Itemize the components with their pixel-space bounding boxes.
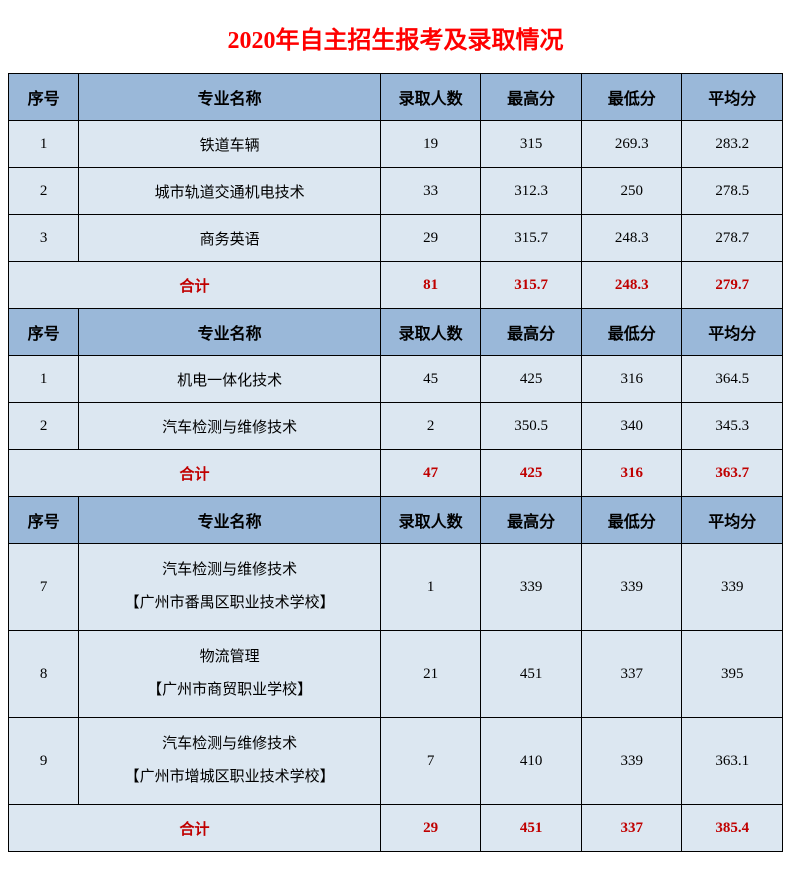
total-max: 425	[481, 450, 582, 497]
header-row: 序号专业名称录取人数最高分最低分平均分	[9, 309, 783, 356]
table-row: 7汽车检测与维修技术【广州市番禺区职业技术学校】1339339339	[9, 544, 783, 631]
total-max: 451	[481, 805, 582, 852]
cell-name: 汽车检测与维修技术【广州市番禺区职业技术学校】	[79, 544, 381, 631]
cell-no: 1	[9, 356, 79, 403]
total-min: 316	[581, 450, 682, 497]
cell-max: 350.5	[481, 403, 582, 450]
cell-count: 2	[380, 403, 481, 450]
col-header: 最高分	[481, 497, 582, 544]
cell-min: 250	[581, 168, 682, 215]
col-header: 序号	[9, 74, 79, 121]
col-header: 最低分	[581, 309, 682, 356]
cell-count: 7	[380, 718, 481, 805]
total-label: 合计	[9, 805, 381, 852]
cell-no: 8	[9, 631, 79, 718]
total-count: 29	[380, 805, 481, 852]
cell-avg: 283.2	[682, 121, 783, 168]
col-header: 平均分	[682, 309, 783, 356]
col-header: 最高分	[481, 309, 582, 356]
total-row: 合计47425316363.7	[9, 450, 783, 497]
col-header: 序号	[9, 309, 79, 356]
cell-min: 269.3	[581, 121, 682, 168]
table-row: 8物流管理【广州市商贸职业学校】21451337395	[9, 631, 783, 718]
total-avg: 363.7	[682, 450, 783, 497]
col-header: 录取人数	[380, 309, 481, 356]
page-title: 2020年自主招生报考及录取情况	[8, 8, 783, 73]
cell-min: 248.3	[581, 215, 682, 262]
total-label: 合计	[9, 450, 381, 497]
col-header: 平均分	[682, 497, 783, 544]
cell-name: 物流管理【广州市商贸职业学校】	[79, 631, 381, 718]
total-row: 合计81315.7248.3279.7	[9, 262, 783, 309]
table-row: 2城市轨道交通机电技术33312.3250278.5	[9, 168, 783, 215]
total-avg: 279.7	[682, 262, 783, 309]
cell-count: 21	[380, 631, 481, 718]
col-header: 最低分	[581, 74, 682, 121]
table-row: 1机电一体化技术45425316364.5	[9, 356, 783, 403]
cell-name: 城市轨道交通机电技术	[79, 168, 381, 215]
cell-max: 312.3	[481, 168, 582, 215]
col-header: 序号	[9, 497, 79, 544]
total-count: 81	[380, 262, 481, 309]
total-count: 47	[380, 450, 481, 497]
cell-count: 33	[380, 168, 481, 215]
cell-min: 316	[581, 356, 682, 403]
total-row: 合计29451337385.4	[9, 805, 783, 852]
cell-avg: 278.7	[682, 215, 783, 262]
cell-min: 339	[581, 544, 682, 631]
col-header: 专业名称	[79, 309, 381, 356]
cell-no: 7	[9, 544, 79, 631]
cell-no: 1	[9, 121, 79, 168]
header-row: 序号专业名称录取人数最高分最低分平均分	[9, 74, 783, 121]
cell-name: 汽车检测与维修技术	[79, 403, 381, 450]
total-min: 248.3	[581, 262, 682, 309]
cell-count: 19	[380, 121, 481, 168]
table-row: 9汽车检测与维修技术【广州市增城区职业技术学校】7410339363.1	[9, 718, 783, 805]
cell-max: 315.7	[481, 215, 582, 262]
cell-avg: 345.3	[682, 403, 783, 450]
cell-name: 商务英语	[79, 215, 381, 262]
cell-name: 机电一体化技术	[79, 356, 381, 403]
cell-max: 410	[481, 718, 582, 805]
cell-no: 9	[9, 718, 79, 805]
total-avg: 385.4	[682, 805, 783, 852]
cell-count: 1	[380, 544, 481, 631]
col-header: 专业名称	[79, 497, 381, 544]
cell-count: 29	[380, 215, 481, 262]
cell-avg: 395	[682, 631, 783, 718]
col-header: 录取人数	[380, 74, 481, 121]
cell-no: 2	[9, 403, 79, 450]
cell-no: 3	[9, 215, 79, 262]
cell-avg: 278.5	[682, 168, 783, 215]
col-header: 录取人数	[380, 497, 481, 544]
cell-min: 339	[581, 718, 682, 805]
cell-no: 2	[9, 168, 79, 215]
table-row: 3商务英语29315.7248.3278.7	[9, 215, 783, 262]
cell-min: 337	[581, 631, 682, 718]
table-row: 1铁道车辆19315269.3283.2	[9, 121, 783, 168]
cell-max: 425	[481, 356, 582, 403]
cell-max: 339	[481, 544, 582, 631]
col-header: 最低分	[581, 497, 682, 544]
cell-min: 340	[581, 403, 682, 450]
cell-max: 451	[481, 631, 582, 718]
col-header: 专业名称	[79, 74, 381, 121]
header-row: 序号专业名称录取人数最高分最低分平均分	[9, 497, 783, 544]
cell-name: 铁道车辆	[79, 121, 381, 168]
col-header: 最高分	[481, 74, 582, 121]
total-max: 315.7	[481, 262, 582, 309]
total-min: 337	[581, 805, 682, 852]
cell-avg: 363.1	[682, 718, 783, 805]
cell-avg: 364.5	[682, 356, 783, 403]
cell-avg: 339	[682, 544, 783, 631]
table-row: 2汽车检测与维修技术2350.5340345.3	[9, 403, 783, 450]
cell-count: 45	[380, 356, 481, 403]
cell-max: 315	[481, 121, 582, 168]
cell-name: 汽车检测与维修技术【广州市增城区职业技术学校】	[79, 718, 381, 805]
total-label: 合计	[9, 262, 381, 309]
admission-table: 序号专业名称录取人数最高分最低分平均分1铁道车辆19315269.3283.22…	[8, 73, 783, 852]
col-header: 平均分	[682, 74, 783, 121]
